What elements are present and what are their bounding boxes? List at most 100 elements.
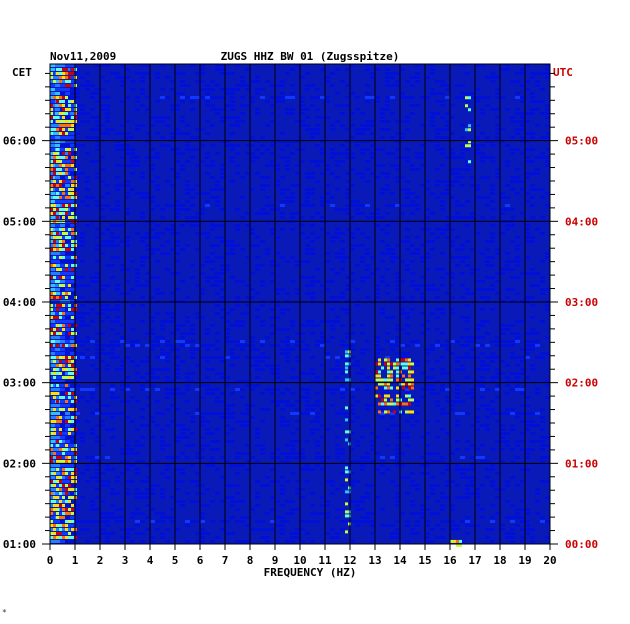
- spectrogram-cell: [435, 380, 440, 383]
- spectrogram-cell: [220, 208, 225, 211]
- spectrogram-cell: [330, 492, 335, 495]
- spectrogram-cell: [390, 536, 395, 539]
- spectrogram-cell: [65, 216, 70, 219]
- spectrogram-cell: [215, 348, 220, 351]
- feature-cell: [50, 160, 53, 163]
- spectrogram-cell: [395, 132, 400, 135]
- spectrogram-cell: [70, 540, 75, 543]
- spectrogram-cell: [255, 356, 260, 359]
- spectrogram-cell: [375, 340, 380, 343]
- spectrogram-cell: [80, 84, 85, 87]
- spectrogram-cell: [310, 292, 315, 295]
- spectrogram-cell: [70, 444, 75, 447]
- spectrogram-cell: [340, 408, 345, 411]
- spectrogram-cell: [515, 332, 520, 335]
- spectrogram-cell: [470, 464, 475, 467]
- feature-cell: [345, 370, 348, 374]
- spectrogram-cell: [540, 428, 545, 431]
- spectrogram-cell: [495, 420, 500, 423]
- spectrogram-cell: [95, 280, 100, 283]
- spectrogram-cell: [155, 188, 160, 191]
- spectrogram-cell: [110, 256, 115, 259]
- spectrogram-cell: [475, 492, 480, 495]
- feature-cell: [59, 456, 62, 459]
- spectrogram-cell: [415, 532, 420, 535]
- feature-cell: [390, 362, 393, 366]
- spectrogram-cell: [125, 448, 130, 451]
- feature-cell: [384, 378, 387, 382]
- spectrogram-cell: [260, 264, 265, 267]
- spectrogram-cell: [270, 144, 275, 147]
- spectrogram-cell: [540, 88, 545, 91]
- spectrogram-cell: [210, 520, 215, 523]
- spectrogram-cell: [140, 212, 145, 215]
- spectrogram-cell: [495, 172, 500, 175]
- spectrogram-cell: [135, 192, 140, 195]
- feature-cell: [53, 212, 56, 215]
- spectrogram-cell: [355, 304, 360, 307]
- spectrogram-cell: [205, 328, 210, 331]
- spectrogram-cell: [450, 240, 455, 243]
- spectrogram-cell: [105, 480, 110, 483]
- spectrogram-cell: [270, 112, 275, 115]
- feature-cell: [345, 418, 348, 422]
- spectrogram-cell: [335, 236, 340, 239]
- spectrogram-cell: [240, 76, 245, 79]
- spectrogram-cell: [325, 168, 330, 171]
- spectrogram-cell: [290, 472, 295, 475]
- spectrogram-cell: [450, 504, 455, 507]
- spectrogram-cell: [515, 112, 520, 115]
- spectrogram-cell: [70, 460, 75, 463]
- spectrogram-cell: [50, 260, 55, 263]
- spectrogram-cell: [55, 108, 60, 111]
- spectrogram-cell: [215, 292, 220, 295]
- feature-cell: [59, 80, 62, 83]
- spectrogram-cell: [540, 280, 545, 283]
- spectrogram-cell: [525, 140, 530, 143]
- spectrogram-cell: [130, 88, 135, 91]
- spectrogram-cell: [385, 332, 390, 335]
- spectrogram-cell: [335, 320, 340, 323]
- spectrogram-cell: [345, 152, 350, 155]
- spectrogram-cell: [200, 356, 205, 359]
- spectrogram-cell: [95, 148, 100, 151]
- feature-cell: [59, 324, 62, 327]
- spectrogram-cell: [500, 192, 505, 195]
- spectrogram-cell: [545, 192, 550, 195]
- spectrogram-cell: [75, 244, 80, 247]
- spectrogram-cell: [200, 208, 205, 211]
- right-time-label: 01:00: [565, 457, 598, 470]
- spectrogram-cell: [140, 92, 145, 95]
- spectrogram-cell: [165, 124, 170, 127]
- spectrogram-cell: [405, 492, 410, 495]
- spectrogram-cell: [90, 504, 95, 507]
- spectrogram-cell: [380, 172, 385, 175]
- spectrogram-cell: [405, 392, 410, 395]
- spectrogram-cell: [185, 148, 190, 151]
- spectrogram-cell: [455, 412, 460, 415]
- spectrogram-cell: [130, 516, 135, 519]
- spectrogram-cell: [335, 228, 340, 231]
- spectrogram-cell: [50, 416, 55, 419]
- feature-cell: [71, 536, 74, 539]
- spectrogram-cell: [535, 124, 540, 127]
- spectrogram-cell: [70, 272, 75, 275]
- spectrogram-cell: [200, 448, 205, 451]
- spectrogram-cell: [355, 200, 360, 203]
- spectrogram-cell: [455, 400, 460, 403]
- spectrogram-cell: [255, 360, 260, 363]
- feature-cell: [62, 152, 65, 155]
- footer-mark: *: [2, 608, 7, 617]
- spectrogram-cell: [240, 380, 245, 383]
- spectrogram-cell: [435, 404, 440, 407]
- spectrogram-cell: [100, 528, 105, 531]
- spectrogram-cell: [270, 152, 275, 155]
- spectrogram-cell: [255, 496, 260, 499]
- spectrogram-cell: [160, 336, 165, 339]
- spectrogram-cell: [125, 344, 130, 347]
- spectrogram-cell: [395, 492, 400, 495]
- feature-cell: [50, 176, 53, 179]
- spectrogram-cell: [245, 224, 250, 227]
- spectrogram-cell: [215, 236, 220, 239]
- spectrogram-cell: [105, 96, 110, 99]
